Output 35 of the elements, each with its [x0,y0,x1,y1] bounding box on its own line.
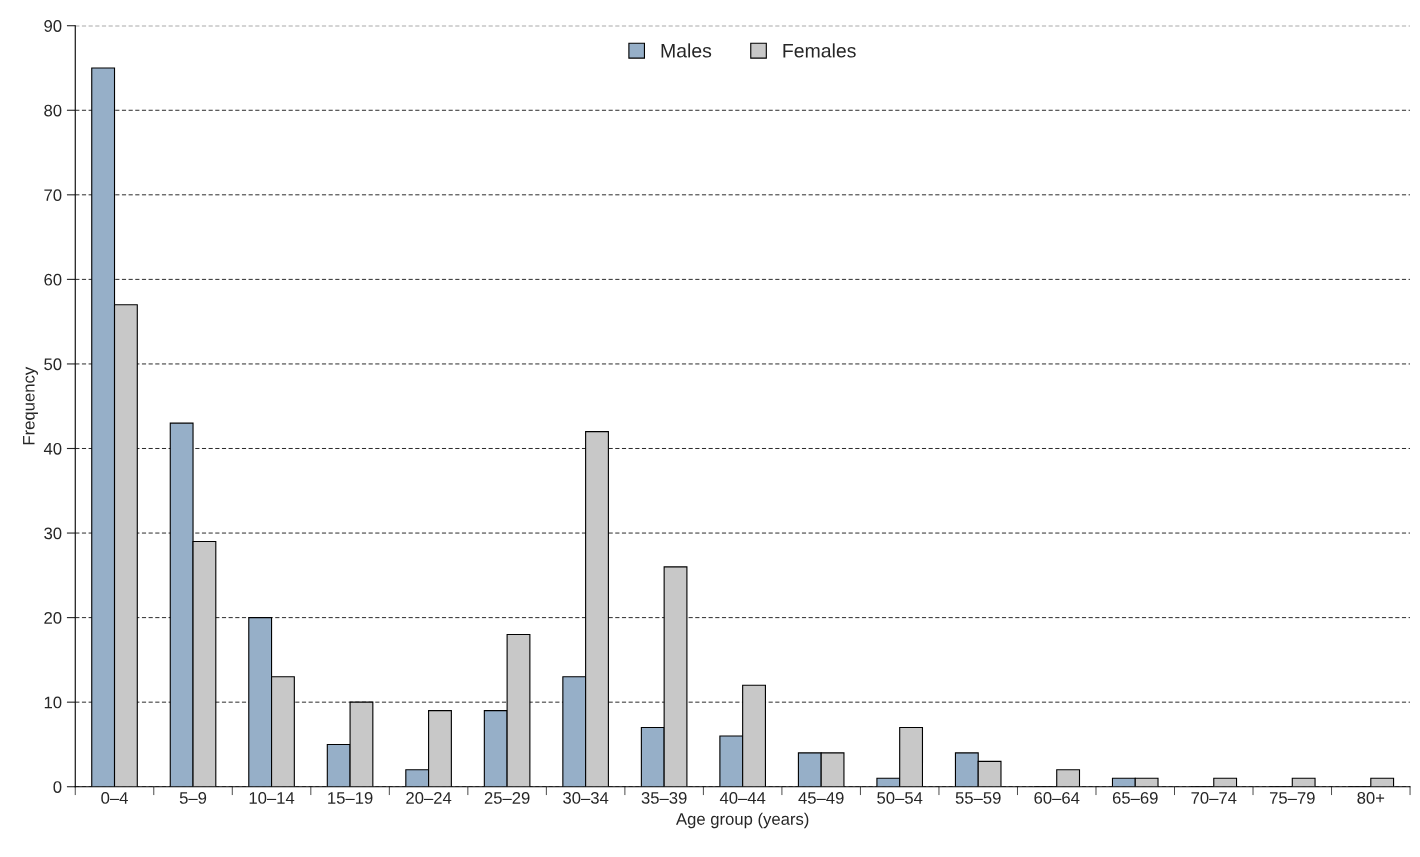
x-tick-label: 55–59 [955,792,1001,804]
x-tick-label: 50–54 [877,792,923,804]
x-tick-label: 15–19 [328,792,373,804]
y-axis-title: Frequency [23,366,38,445]
y-tick-label: 40 [43,442,62,455]
x-tick-label: 75–79 [1269,792,1315,804]
x-tick-label: 25–29 [484,792,530,804]
y-tick-label: 0 [53,781,62,793]
y-tick-label: 10 [44,696,62,709]
x-tick-label: 40–44 [719,792,766,804]
bar [1370,777,1395,787]
bar [1056,769,1081,787]
x-tick-label: 65–69 [1112,792,1158,804]
x-tick-label: 5–9 [179,792,207,804]
y-tick-label: 20 [44,612,62,624]
bar [1291,777,1316,787]
x-tick-label: 80+ [1357,792,1385,804]
x-tick-label: 35–39 [641,792,687,804]
x-tick-label: 10–14 [249,792,295,804]
x-tick-label: 20–24 [406,792,452,804]
y-tick-label: 70 [44,189,62,202]
legend-label: Males [661,43,712,58]
y-tick-label: 50 [44,358,62,371]
x-tick-label: 45–49 [798,792,844,804]
y-tick-label: 80 [44,104,62,117]
bar [1213,777,1238,787]
legend-label: Females [783,43,856,58]
y-tick-label: 60 [44,273,62,286]
x-tick-label: 0–4 [101,792,128,804]
y-tick-label: 90 [44,20,62,32]
x-tick-label: 60–64 [1034,792,1080,804]
y-tick-label: 30 [44,527,62,540]
x-tick-label: 30–34 [563,792,609,804]
x-axis-title: Age group (years) [676,812,809,829]
x-tick-label: 70–74 [1191,792,1237,804]
